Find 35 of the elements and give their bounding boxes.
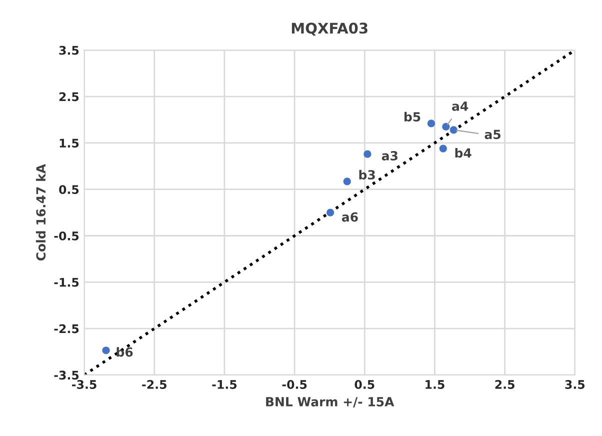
y-axis-title: Cold 16.47 kA bbox=[36, 164, 46, 261]
x-tick-label: -3.5 bbox=[72, 380, 96, 389]
point bbox=[102, 346, 110, 354]
y-tick-label: -2.5 bbox=[54, 324, 79, 334]
y-tick-label: 1.5 bbox=[60, 138, 79, 148]
x-axis-title: BNL Warm +/- 15A bbox=[266, 397, 394, 408]
point bbox=[326, 208, 334, 216]
y-tick-label: -0.5 bbox=[54, 231, 79, 240]
annotation: a3 bbox=[382, 151, 398, 160]
x-tick-label: 0.5 bbox=[354, 380, 374, 389]
x-tick-label: -2.5 bbox=[142, 380, 166, 389]
annotation: a5 bbox=[484, 130, 500, 140]
y-tick-label: 2.5 bbox=[59, 92, 79, 102]
annotation: b3 bbox=[359, 170, 375, 180]
point bbox=[439, 144, 447, 152]
annotation: a4 bbox=[452, 102, 468, 111]
x-tick-label: 3.5 bbox=[565, 380, 585, 389]
x-tick-label: 2.5 bbox=[495, 380, 514, 389]
annotation: a6 bbox=[342, 212, 358, 222]
point bbox=[343, 178, 351, 186]
annotation: b4 bbox=[455, 148, 472, 158]
x-tick-label: -0.5 bbox=[282, 380, 307, 389]
y-tick-label: -1.5 bbox=[54, 278, 79, 287]
annotation: b6 bbox=[116, 347, 133, 357]
y-tick-label: 0.5 bbox=[59, 185, 79, 194]
annotation: b5 bbox=[404, 112, 420, 122]
point bbox=[364, 150, 372, 158]
x-tick-label: -1.5 bbox=[212, 380, 237, 389]
x-tick-label: 1.5 bbox=[426, 380, 444, 389]
point bbox=[442, 122, 450, 131]
point bbox=[427, 120, 436, 128]
point bbox=[450, 126, 458, 134]
y-tick-label: -3.5 bbox=[54, 370, 79, 380]
y-tick-label: 3.5 bbox=[59, 46, 79, 55]
chart-title: MQXFA03 bbox=[292, 22, 368, 36]
